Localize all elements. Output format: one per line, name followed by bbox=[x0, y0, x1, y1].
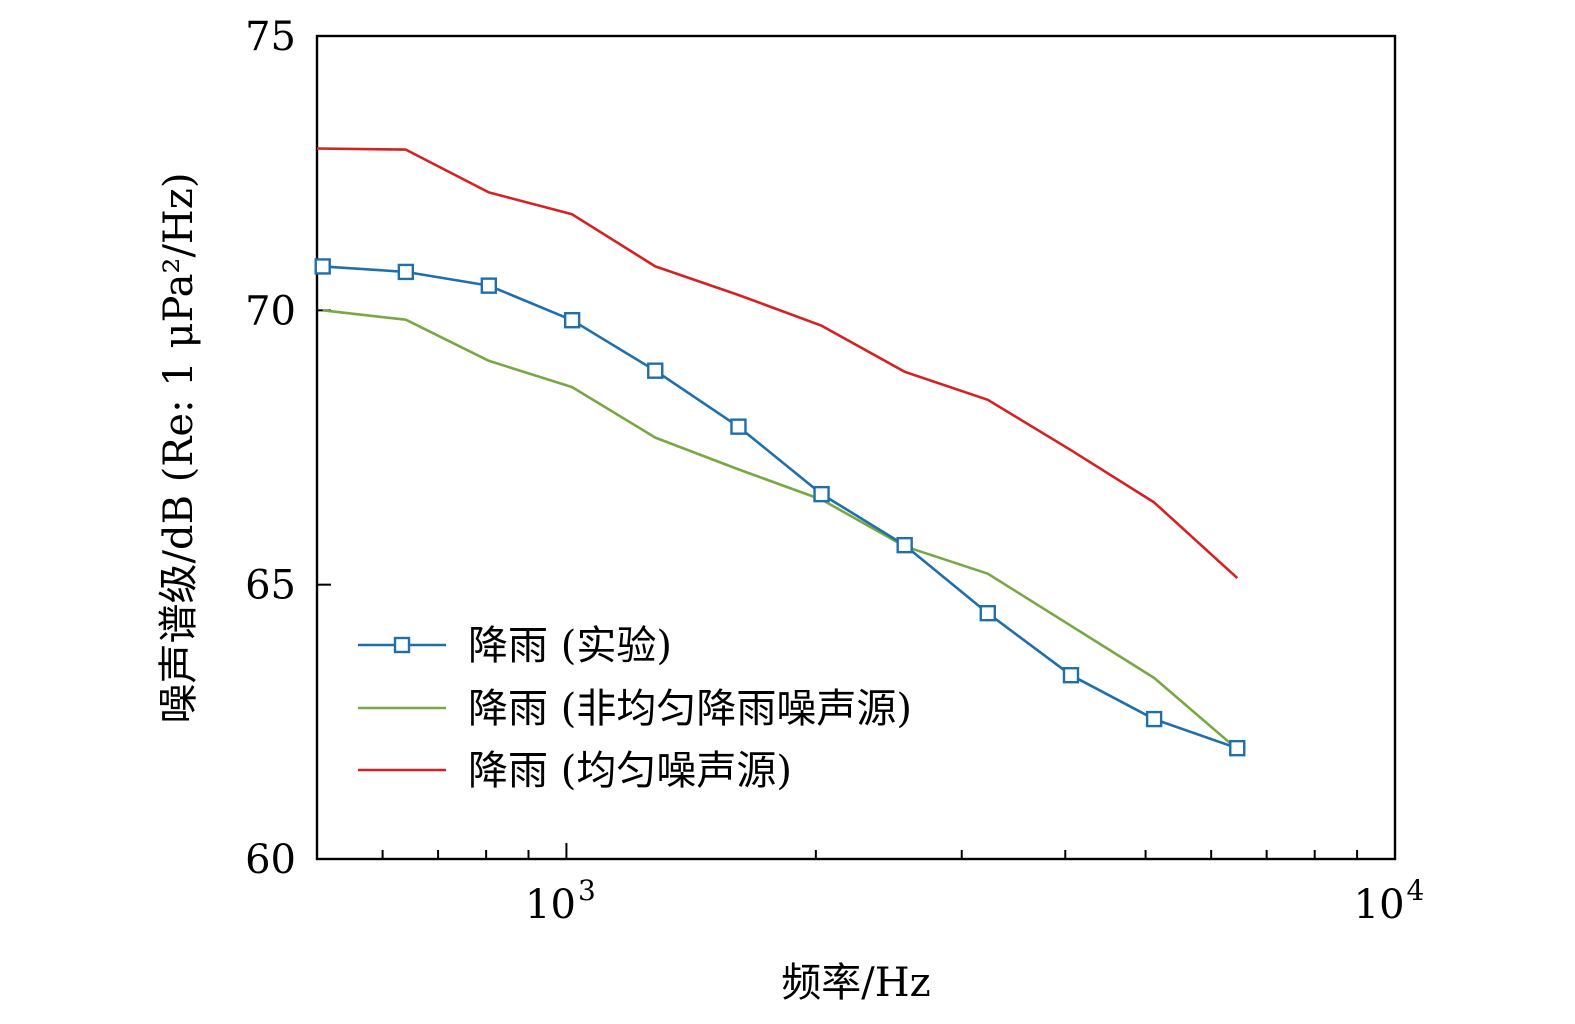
y-tick-label: 60 bbox=[245, 837, 296, 883]
data-point-marker bbox=[1145, 710, 1163, 728]
plot-frame bbox=[315, 34, 1397, 861]
data-point-marker bbox=[1229, 739, 1246, 757]
x-tick-label-exponent: 4 bbox=[1407, 874, 1425, 907]
data-point-marker bbox=[563, 312, 581, 329]
data-point-marker bbox=[397, 263, 415, 281]
data-point-marker bbox=[1062, 666, 1080, 684]
data-point-marker bbox=[314, 258, 331, 275]
legend-label-1: 降雨 (实验) bbox=[468, 623, 672, 669]
y-axis-title: 噪声谱级/dB (Re: 1 μPa²/Hz) bbox=[156, 173, 202, 724]
x-tick-label: 103 bbox=[525, 874, 596, 928]
x-ticks: 103 104 bbox=[381, 843, 1425, 928]
y-tick-label: 75 bbox=[245, 14, 296, 60]
legend: 降雨 (实验) 降雨 (非均匀降雨噪声源) 降雨 (均匀噪声源) bbox=[358, 623, 912, 794]
data-point-marker bbox=[979, 604, 996, 622]
x-tick-label-exponent: 3 bbox=[578, 874, 596, 907]
series-line-3 bbox=[316, 147, 1239, 580]
x-axis-title: 频率/Hz bbox=[781, 960, 930, 1006]
data-point-marker bbox=[730, 418, 747, 435]
series-line-1 bbox=[322, 265, 1238, 750]
series-layer bbox=[314, 147, 1246, 757]
legend-label-3: 降雨 (均匀噪声源) bbox=[468, 748, 792, 794]
legend-marker bbox=[393, 636, 411, 654]
y-tick-label: 65 bbox=[245, 563, 296, 609]
data-point-marker bbox=[480, 277, 498, 294]
y-tick-label: 70 bbox=[245, 288, 296, 334]
x-tick-label: 104 bbox=[1354, 874, 1425, 928]
legend-label-2: 降雨 (非均匀降雨噪声源) bbox=[468, 686, 912, 732]
data-point-marker bbox=[896, 536, 913, 554]
x-tick-label-base: 10 bbox=[1354, 882, 1405, 928]
data-point-marker bbox=[647, 362, 664, 379]
series-line-2 bbox=[322, 309, 1239, 751]
data-point-marker bbox=[813, 485, 830, 503]
x-tick-label-base: 10 bbox=[525, 882, 576, 928]
y-ticks: 60 65 70 75 bbox=[245, 14, 331, 883]
